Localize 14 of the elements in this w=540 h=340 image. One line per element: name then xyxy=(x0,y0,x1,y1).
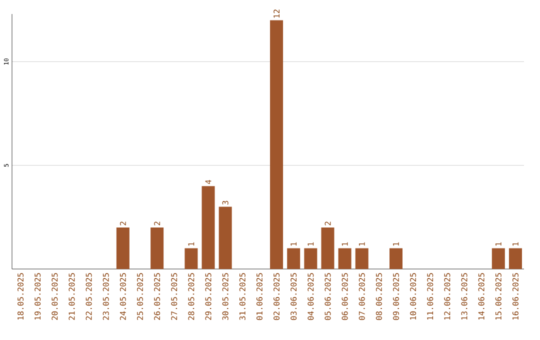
bar xyxy=(355,248,368,269)
bar xyxy=(202,186,215,269)
bar xyxy=(270,20,284,269)
bar xyxy=(508,248,522,269)
bar xyxy=(304,248,318,269)
bar xyxy=(287,248,300,269)
bar xyxy=(338,248,352,269)
bar xyxy=(321,228,334,269)
bar xyxy=(184,248,198,269)
bar xyxy=(492,248,505,269)
bar xyxy=(390,248,403,269)
bar xyxy=(116,228,130,269)
bar xyxy=(218,206,232,269)
bar xyxy=(150,228,164,269)
